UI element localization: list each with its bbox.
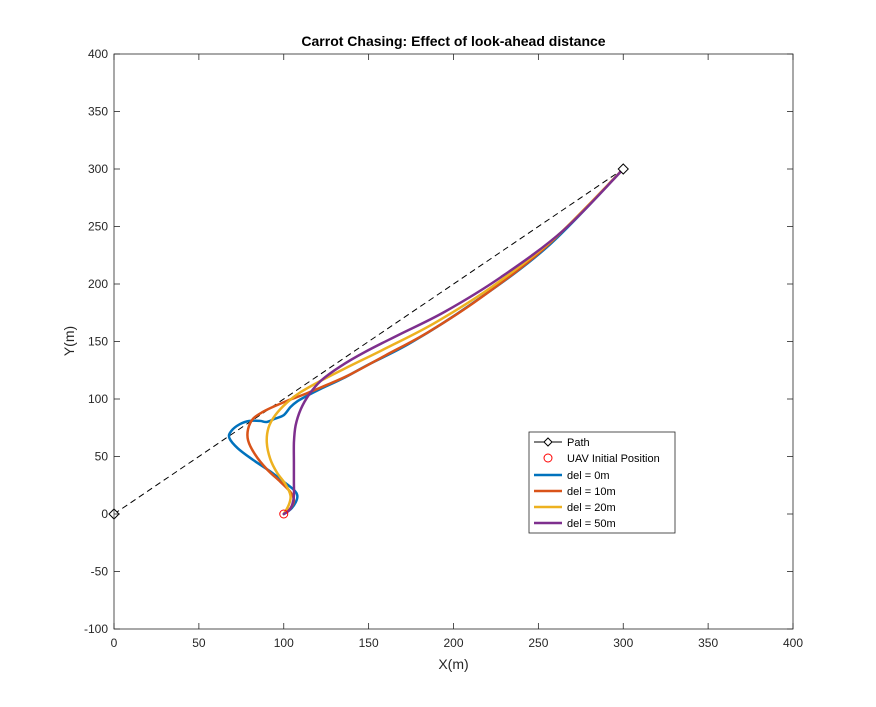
x-tick-label: 350	[698, 636, 718, 650]
x-tick-label: 250	[528, 636, 548, 650]
legend-item-path: Path	[534, 437, 590, 449]
legend-item-initial-position: UAV Initial Position	[543, 453, 660, 465]
y-tick-label: 250	[88, 220, 108, 234]
x-tick-label: 400	[783, 636, 803, 650]
ticks-layer: 0 50 100 150 200 250 300 350 400 -100 -50 0 50 100 150…	[84, 47, 803, 650]
chart-title: Carrot Chasing: Effect of look-ahead dis…	[301, 33, 605, 49]
x-tick-label: 150	[359, 636, 379, 650]
legend-diamond-marker	[543, 437, 553, 447]
series-line-3	[282, 167, 625, 516]
plot-area	[114, 54, 793, 629]
legend-item-del-50: del = 50m	[534, 518, 616, 530]
y-tick-label: -100	[84, 622, 108, 636]
x-tick-label: 200	[443, 636, 463, 650]
legend-label-initial-position: UAV Initial Position	[567, 453, 660, 465]
y-tick-label: 200	[88, 277, 108, 291]
legend-label-del-0: del = 0m	[567, 470, 610, 482]
y-tick-label: 300	[88, 162, 108, 176]
legend-item-del-20: del = 20m	[534, 502, 616, 514]
uav-initial-position-marker	[279, 509, 289, 519]
legend-label-del-50: del = 50m	[567, 518, 616, 530]
x-tick-label: 100	[274, 636, 294, 650]
y-tick-label: 350	[88, 105, 108, 119]
legend-circle-marker	[543, 453, 553, 463]
path-diamond-marker	[617, 163, 629, 175]
y-tick-label: 100	[88, 392, 108, 406]
y-tick-label: 0	[101, 507, 108, 521]
path-line	[113, 168, 624, 515]
legend-item-del-0: del = 0m	[534, 470, 610, 482]
y-axis-label: Y(m)	[61, 326, 77, 356]
series-line-2	[265, 167, 625, 516]
legend-box	[528, 431, 676, 534]
x-tick-label: 50	[192, 636, 206, 650]
series-layer	[108, 163, 629, 520]
y-tick-label: 50	[95, 450, 109, 464]
x-tick-label: 300	[613, 636, 633, 650]
y-tick-label: 400	[88, 47, 108, 61]
legend-label-del-20: del = 20m	[567, 502, 616, 514]
legend-label-path: Path	[567, 437, 590, 449]
y-tick-label: 150	[88, 335, 108, 349]
legend: Path UAV Initial Position del = 0m del =…	[528, 431, 676, 534]
legend-label-del-10: del = 10m	[567, 486, 616, 498]
legend-item-del-10: del = 10m	[534, 486, 616, 498]
x-tick-label: 0	[111, 636, 118, 650]
y-tick-label: -50	[91, 565, 109, 579]
x-axis-label: X(m)	[438, 656, 468, 672]
